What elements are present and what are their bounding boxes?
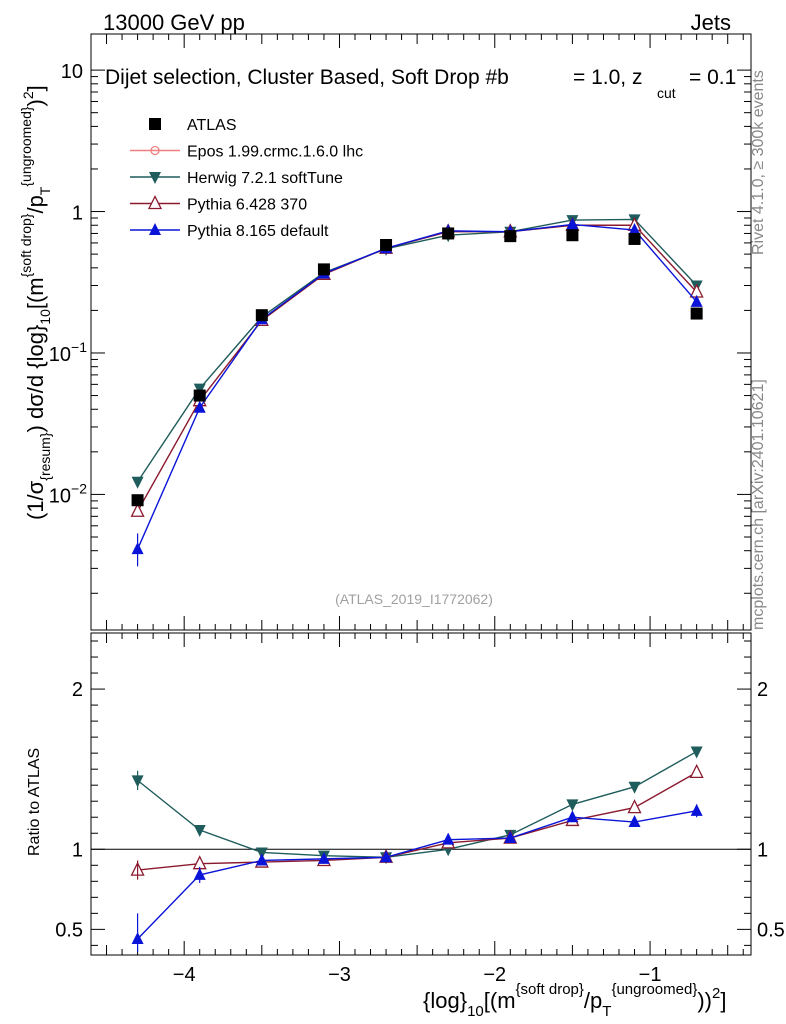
svg-text:(1/σ{resum}) dσ/d {log}10[(m{s: (1/σ{resum}) dσ/d {log}10[(m{soft drop}/… xyxy=(18,85,53,520)
ratio-point xyxy=(628,781,641,794)
legend-label: Pythia 6.428 370 xyxy=(187,197,307,214)
ratio-line-1 xyxy=(137,771,697,871)
data-point xyxy=(193,389,206,402)
header-right: Jets xyxy=(691,10,731,35)
x-tick-label: −1 xyxy=(639,964,662,986)
data-point xyxy=(628,232,641,245)
data-point xyxy=(255,309,268,322)
data-point xyxy=(566,217,579,230)
plot-title-cut-sub: cut xyxy=(657,85,676,101)
ratio-point xyxy=(690,746,703,759)
legend-label: ATLAS xyxy=(187,117,237,134)
ratio-point xyxy=(627,799,642,814)
svg-text:{log}10[(m{soft drop}/pT{ungro: {log}10[(m{soft drop}/pT{ungroomed}))2] xyxy=(423,981,726,1020)
plot-title-end: = 0.1 xyxy=(689,66,736,89)
data-point xyxy=(317,263,330,276)
ratio-point xyxy=(255,847,268,860)
data-point xyxy=(193,400,206,413)
data-point xyxy=(504,230,517,243)
legend-marker xyxy=(149,223,161,235)
ratio-y-tick-label-right: 2 xyxy=(757,679,768,701)
ratio-point xyxy=(566,810,579,823)
series-line-2 xyxy=(137,218,698,483)
ratio-line-2 xyxy=(137,810,697,940)
analysis-tag: (ATLAS_2019_I1772062) xyxy=(335,591,493,607)
rivet-label: Rivet 4.1.0, ≥ 300k events xyxy=(750,70,767,255)
legend-marker xyxy=(147,195,163,210)
header-left: 13000 GeV pp xyxy=(103,10,245,35)
ratio-plot-frame xyxy=(90,632,752,956)
ratio-point xyxy=(442,832,455,845)
data-point xyxy=(690,307,703,320)
x-tick-label: −2 xyxy=(483,964,506,986)
main-plot-frame xyxy=(90,33,752,631)
plot-title-main: Dijet selection, Cluster Based, Soft Dro… xyxy=(105,66,509,89)
mcplots-label: mcplots.cern.ch [arXiv:2401.10621] xyxy=(750,379,767,630)
legend-label: Herwig 7.2.1 softTune xyxy=(187,170,343,187)
plot-title: Dijet selection, Cluster Based, Soft Dro… xyxy=(105,66,509,89)
main-y-axis-label: (1/σ{resum}) dσ/d {log}10[(m{soft drop}/… xyxy=(18,85,53,520)
y-tick-label: 10 xyxy=(61,61,83,83)
ratio-point xyxy=(504,831,517,844)
legend-marker xyxy=(149,172,161,184)
ratio-point xyxy=(566,799,579,812)
ratio-y-tick-label-left: 1 xyxy=(72,839,83,861)
ratio-point xyxy=(317,851,330,864)
x-axis-label: {log}10[(m{soft drop}/pT{ungroomed}))2] xyxy=(423,981,726,1020)
plot-title-beta: = 1.0, z xyxy=(573,66,642,89)
y-tick-label: 10−1 xyxy=(49,339,87,366)
data-point xyxy=(131,494,144,507)
ratio-y-tick-label-right: 0.5 xyxy=(757,919,785,941)
legend: ATLAS Epos 1.99.crmc.1.6.0 lhc Herwig 7.2.… xyxy=(130,117,363,240)
ratio-point xyxy=(628,815,641,828)
data-point xyxy=(442,227,455,240)
legend-label: Pythia 8.165 default xyxy=(187,223,329,240)
data-point xyxy=(690,294,703,307)
data-point xyxy=(566,229,579,242)
series-line-4 xyxy=(136,223,698,550)
legend-label: Epos 1.99.crmc.1.6.0 lhc xyxy=(187,144,363,161)
legend-marker xyxy=(149,118,161,130)
ratio-y-axis-label: Ratio to ATLAS xyxy=(26,748,43,856)
y-tick-label: 10−2 xyxy=(49,480,87,507)
ratio-point xyxy=(689,763,704,779)
ratio-line-0 xyxy=(137,750,697,858)
ratio-y-tick-label-left: 0.5 xyxy=(55,919,83,941)
ratio-point xyxy=(192,855,207,870)
series-line-3 xyxy=(136,224,698,512)
ratio-y-tick-label-left: 2 xyxy=(72,679,83,701)
data-point xyxy=(130,502,145,517)
ratio-point xyxy=(193,825,206,838)
data-point xyxy=(380,239,393,252)
data-point xyxy=(131,476,144,489)
x-tick-label: −4 xyxy=(173,964,196,986)
legend-marker xyxy=(150,145,160,156)
data-point xyxy=(628,223,641,236)
ratio-point xyxy=(380,850,393,863)
ratio-y-tick-label-right: 1 xyxy=(757,839,768,861)
y-tick-label: 1 xyxy=(72,203,83,225)
x-tick-label: −3 xyxy=(328,964,351,986)
ratio-point xyxy=(255,853,268,866)
